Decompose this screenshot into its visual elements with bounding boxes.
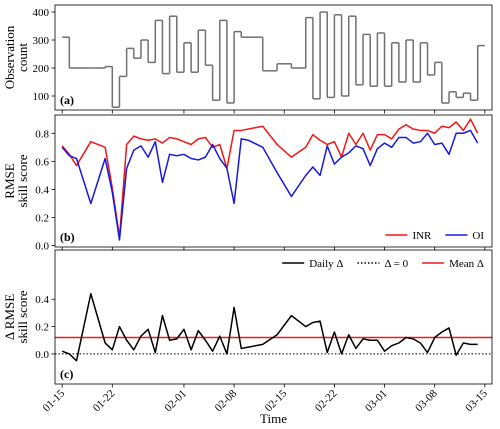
line (61, 129, 479, 241)
x-axis-label: Time (260, 411, 287, 426)
x-tick-label: 02-22 (313, 388, 340, 415)
panel-label: (c) (60, 367, 73, 381)
legend-label: OI (472, 230, 484, 242)
y-axis-label: count (15, 43, 30, 72)
legend-label: Mean Δ (449, 258, 484, 270)
legend-label: Daily Δ (309, 258, 343, 270)
y-tick-label: 0.0 (35, 349, 49, 361)
y-tick-label: 0.4 (35, 294, 49, 306)
y-axis-label: Observation (2, 25, 17, 89)
y-tick-label: 300 (33, 35, 50, 47)
line (61, 293, 478, 362)
x-tick-label: 01-22 (91, 388, 118, 415)
legend-label: INR (412, 230, 432, 242)
y-axis-label: skill score (15, 290, 30, 343)
y-axis-label: RMSE (2, 163, 17, 198)
line (61, 118, 479, 238)
y-tick-label: 0.8 (35, 128, 49, 140)
y-tick-label: 200 (33, 63, 50, 75)
plot-frame (54, 114, 493, 248)
y-tick-label: 400 (33, 7, 50, 19)
plot-frame (54, 4, 493, 111)
panel-label: (a) (60, 93, 74, 107)
x-tick-label: 02-08 (213, 387, 240, 414)
plot-frame (54, 249, 493, 385)
y-tick-label: 0.2 (35, 213, 49, 225)
x-tick-label: 03-15 (463, 387, 490, 414)
y-tick-label: 100 (33, 91, 50, 103)
x-tick-label: 03-01 (363, 388, 390, 415)
panel-label: (b) (60, 230, 75, 244)
y-axis-label: skill score (15, 154, 30, 207)
x-tick-label: 02-01 (162, 388, 189, 415)
y-tick-label: 0.6 (35, 156, 49, 168)
x-tick-label: 03-08 (413, 387, 440, 414)
y-tick-label: 0.2 (35, 322, 49, 334)
x-tick-label: 01-15 (41, 387, 68, 414)
y-tick-label: 0.0 (35, 241, 49, 253)
y-tick-label: 0.4 (35, 184, 49, 196)
legend-label: Δ = 0 (384, 258, 408, 270)
y-axis-label: Δ RMSE (2, 294, 17, 340)
